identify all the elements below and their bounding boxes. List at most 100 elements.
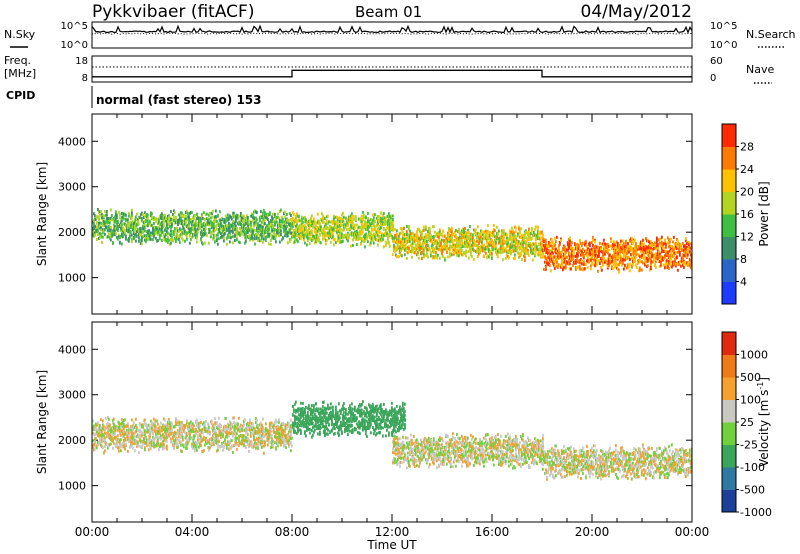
echo-cell [119,438,121,442]
echo-cell [455,243,457,247]
echo-cell [142,229,144,233]
echo-cell [304,224,306,228]
echo-cell [340,227,342,231]
echo-cell [371,237,373,241]
echo-cell [212,229,214,233]
echo-cell [324,230,326,234]
echo-cell [102,223,104,227]
echo-cell [119,444,121,448]
echo-cell [436,243,438,247]
echo-cell [124,425,126,428]
echo-cell [118,426,120,429]
echo-cell [179,217,181,221]
echo-cell [473,257,475,261]
echo-cell [607,242,609,246]
echo-cell [247,230,249,234]
echo-cell [331,225,333,229]
echo-cell [234,239,236,242]
echo-cell [190,211,192,214]
echo-cell [581,259,583,263]
echo-cell [239,233,241,237]
echo-cell [572,251,574,255]
echo-cell [591,241,593,245]
echo-cell [642,261,644,265]
echo-cell [309,236,311,240]
echo-cell [638,258,640,262]
echo-cell [505,247,507,251]
echo-cell [449,251,451,255]
echo-cell [563,245,565,249]
echo-cell [626,246,628,250]
echo-cell [298,214,300,218]
echo-cell [190,218,192,221]
freq-tick-top: 18 [75,56,88,67]
echo-cell [528,242,530,246]
echo-cell [607,251,609,255]
echo-cell [334,229,336,233]
echo-cell [404,238,406,242]
echo-cell [171,230,173,234]
echo-cell [262,228,264,232]
echo-cell [138,239,140,243]
echo-cell [239,220,241,224]
echo-cell [256,236,258,240]
echo-cell [297,214,299,218]
echo-cell [128,211,130,215]
echo-cell [262,211,264,215]
echo-cell [218,230,220,234]
echo-cell [264,222,266,225]
echo-cell [603,248,605,251]
echo-cell [269,232,271,236]
echo-cell [116,225,118,229]
echo-cell [210,231,212,235]
echo-cell [425,241,427,245]
echo-cell [680,259,682,263]
echo-cell [616,262,618,266]
echo-cell [543,238,545,242]
echo-cell [646,245,648,249]
echo-cell [401,238,403,242]
echo-cell [641,268,643,272]
echo-cell [104,223,106,227]
echo-cell [469,248,471,252]
echo-cell [329,234,331,238]
echo-cell [550,237,552,241]
echo-cell [390,233,392,237]
echo-cell [368,219,370,223]
echo-cell [387,214,389,218]
echo-cell [604,260,606,264]
echo-cell [496,225,498,229]
echo-cell [643,242,645,246]
echo-cell [534,233,536,237]
echo-cell [110,225,112,229]
echo-cell [100,443,102,447]
echo-cell [655,256,657,260]
echo-cell [197,216,199,220]
echo-cell [353,236,355,240]
echo-cell [301,215,303,219]
echo-cell [252,215,254,219]
echo-cell [660,257,662,261]
echo-cell [552,260,554,264]
echo-cell [537,237,539,240]
echo-cell [131,430,133,434]
echo-cell [322,217,324,221]
echo-cell [140,233,142,237]
echo-cell [287,234,289,238]
echo-cell [626,266,628,270]
echo-cell [657,255,659,259]
echo-cell [616,240,618,244]
echo-cell [274,215,276,219]
echo-cell [485,232,487,236]
echo-cell [154,227,156,231]
echo-cell [487,241,489,245]
echo-cell [313,237,315,241]
echo-cell [177,219,179,222]
echo-cell [299,224,301,228]
echo-cell [500,247,502,251]
echo-cell [149,232,151,236]
echo-cell [588,252,590,256]
echo-cell [558,248,560,252]
echo-cell [126,228,128,232]
echo-cell [101,429,103,433]
